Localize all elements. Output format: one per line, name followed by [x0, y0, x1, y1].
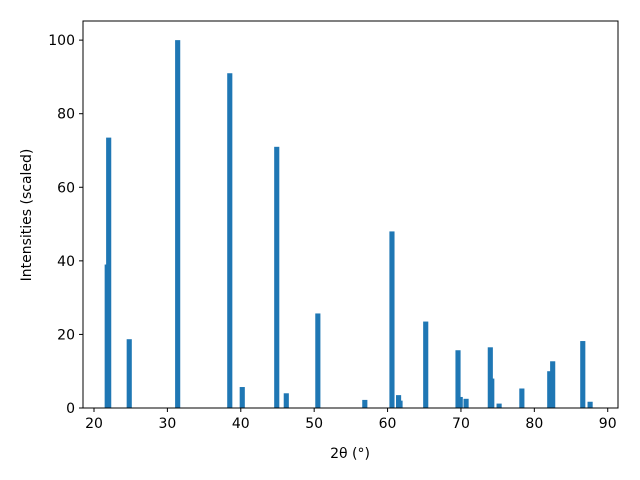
- y-tick-label: 60: [57, 180, 75, 196]
- bar: [587, 401, 593, 408]
- x-tick-label: 80: [525, 416, 543, 432]
- bar: [239, 387, 245, 408]
- bar: [489, 378, 495, 408]
- bar: [283, 393, 289, 408]
- y-tick-label: 0: [66, 401, 75, 417]
- bar: [175, 40, 181, 409]
- bar: [126, 339, 132, 408]
- y-axis-label: Intensities (scaled): [19, 149, 35, 282]
- bar: [397, 400, 403, 408]
- bar: [463, 398, 469, 408]
- bar: [423, 321, 429, 408]
- bar: [274, 146, 280, 409]
- bar: [519, 388, 525, 408]
- y-tick-label: 20: [57, 327, 75, 343]
- bar: [496, 403, 502, 408]
- x-tick-label: 40: [232, 416, 250, 432]
- y-tick-label: 80: [57, 107, 75, 123]
- bar: [455, 350, 461, 408]
- bar: [106, 137, 112, 408]
- x-tick-label: 50: [305, 416, 323, 432]
- bar: [315, 313, 321, 408]
- y-tick-label: 100: [48, 33, 75, 49]
- bar: [389, 231, 395, 408]
- bar: [457, 396, 463, 408]
- bar: [227, 73, 233, 408]
- bar: [550, 361, 556, 408]
- bar: [487, 347, 493, 408]
- x-tick-label: 20: [85, 416, 103, 432]
- bar: [580, 341, 586, 408]
- bar: [547, 371, 553, 408]
- plot-frame: [82, 20, 619, 409]
- x-tick-label: 90: [599, 416, 617, 432]
- x-tick-label: 30: [158, 416, 176, 432]
- x-tick-label: 70: [452, 416, 470, 432]
- bar: [362, 399, 368, 408]
- x-tick-label: 60: [379, 416, 397, 432]
- y-tick-label: 40: [57, 254, 75, 270]
- x-axis-label: 2θ (°): [330, 446, 370, 462]
